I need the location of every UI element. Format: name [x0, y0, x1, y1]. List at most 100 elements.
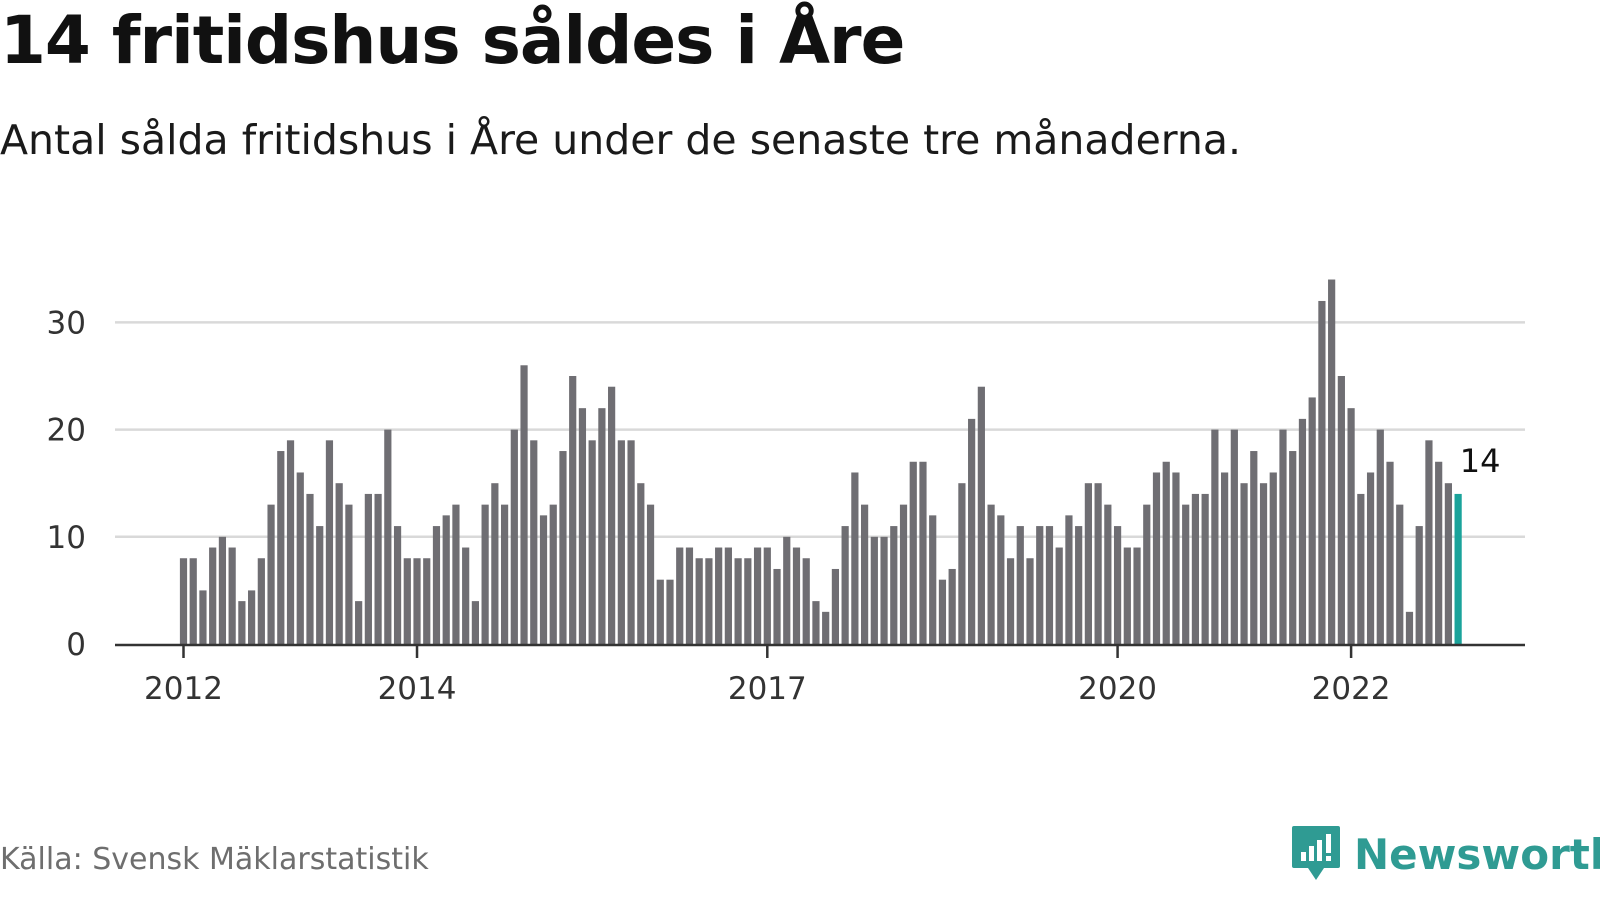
- bar: [296, 472, 304, 644]
- bar-highlight: [1454, 493, 1462, 644]
- bar: [1182, 504, 1190, 644]
- bar: [870, 536, 878, 644]
- bar: [958, 483, 966, 644]
- bar: [685, 547, 694, 644]
- bar: [646, 504, 655, 644]
- bar: [1405, 611, 1414, 644]
- bar: [413, 558, 421, 644]
- bar: [393, 526, 402, 644]
- bar: [238, 601, 246, 644]
- bar: [773, 568, 781, 644]
- x-tick-label: 2020: [1078, 671, 1157, 707]
- bar: [248, 590, 256, 644]
- y-tick-label: 30: [47, 305, 86, 341]
- bar: [1201, 493, 1209, 644]
- bar: [199, 590, 207, 644]
- bar: [1230, 429, 1238, 644]
- bar: [1104, 504, 1112, 644]
- bar: [1308, 397, 1316, 644]
- bar: [841, 526, 849, 644]
- bar: [1347, 408, 1355, 644]
- bar: [1172, 472, 1180, 644]
- bar: [1094, 483, 1102, 644]
- x-tick-label: 2017: [728, 671, 807, 707]
- bar: [228, 547, 236, 644]
- bar: [559, 451, 567, 644]
- bar: [1133, 547, 1141, 644]
- bar: [267, 504, 275, 644]
- chart-title: 14 fritidshus såldes i Åre: [0, 2, 905, 79]
- bar: [1444, 483, 1452, 644]
- bar: [812, 601, 820, 644]
- bar: [831, 568, 840, 644]
- bar-series: [179, 279, 1462, 644]
- bar: [783, 536, 791, 644]
- bar: [666, 579, 674, 644]
- bar: [1337, 376, 1345, 644]
- bar: [432, 526, 441, 644]
- bar: [1328, 279, 1336, 644]
- bar: [919, 461, 927, 644]
- bar: [384, 429, 392, 644]
- bar: [1396, 504, 1404, 644]
- bar: [1152, 472, 1161, 644]
- bar: [880, 536, 888, 644]
- bar: [1289, 451, 1297, 644]
- bar: [938, 579, 947, 644]
- bar: [598, 408, 606, 644]
- bar: [345, 504, 353, 644]
- bar: [977, 386, 985, 644]
- bar: [715, 547, 723, 644]
- bar: [442, 515, 450, 644]
- bar-chart: 0 10 20 30 2012 2014 2017 2020 2022 14: [47, 279, 1525, 707]
- bar: [257, 558, 265, 644]
- bar: [1376, 429, 1384, 644]
- bar: [510, 429, 518, 644]
- bar: [1113, 526, 1122, 644]
- brand-name: Newsworthy: [1354, 829, 1600, 879]
- bar: [890, 526, 898, 644]
- bar: [968, 418, 976, 644]
- bar: [1084, 483, 1092, 644]
- bar: [530, 440, 538, 644]
- bar: [316, 526, 324, 644]
- bar: [569, 376, 577, 644]
- newsworthy-logo[interactable]: Newsworthy: [1290, 824, 1600, 884]
- bar: [1143, 504, 1151, 644]
- x-tick-label: 2012: [144, 671, 223, 707]
- bar: [1036, 526, 1044, 644]
- bar: [627, 440, 635, 644]
- last-value-label: 14: [1460, 442, 1501, 480]
- bar: [1191, 493, 1200, 644]
- bar: [909, 461, 917, 644]
- bar: [471, 601, 479, 644]
- bar: [1045, 526, 1054, 644]
- bar: [695, 558, 703, 644]
- bar: [549, 504, 557, 644]
- bar: [617, 440, 625, 644]
- bar: [588, 440, 596, 644]
- bar: [520, 365, 528, 644]
- bar: [500, 504, 509, 644]
- bar: [1250, 451, 1258, 644]
- bar: [539, 515, 548, 644]
- y-tick-label: 20: [47, 413, 86, 449]
- bar: [1435, 461, 1443, 644]
- bar: [608, 386, 616, 644]
- bar: [1425, 440, 1433, 644]
- source-note: Källa: Svensk Mäklarstatistik: [0, 842, 429, 877]
- bar: [355, 601, 363, 644]
- bar: [277, 451, 285, 644]
- bar: [578, 408, 587, 644]
- bar: [744, 558, 752, 644]
- bar: [1065, 515, 1073, 644]
- bar: [1026, 558, 1034, 644]
- bar: [1415, 526, 1423, 644]
- bar: [364, 493, 372, 644]
- bar: [481, 504, 489, 644]
- bar: [1269, 472, 1277, 644]
- bar: [1366, 472, 1375, 644]
- y-tick-label: 10: [47, 520, 86, 556]
- bar: [286, 440, 295, 644]
- bar: [1162, 461, 1170, 644]
